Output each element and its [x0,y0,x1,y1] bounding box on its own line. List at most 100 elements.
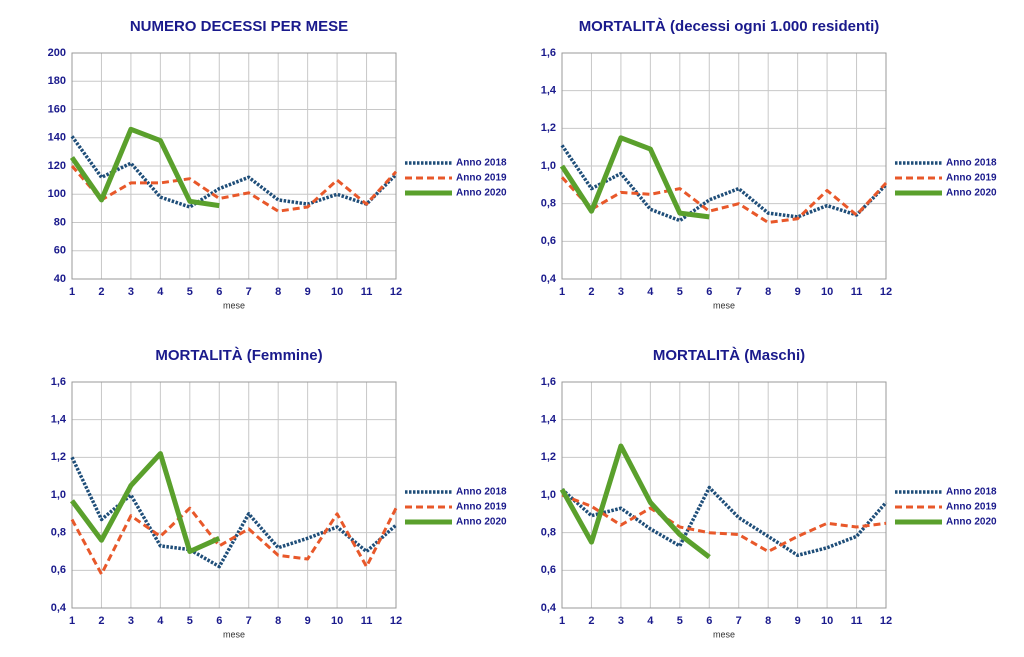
y-tick-label: 80 [54,216,66,228]
x-tick-label: 8 [275,615,281,627]
x-tick-label: 12 [880,286,892,298]
series-line [70,135,398,209]
y-tick-label: 1,2 [541,451,556,463]
series-line [70,165,398,213]
y-tick-label: 1,0 [541,160,556,172]
y-tick-label: 0,6 [51,564,66,576]
x-tick-label: 11 [851,286,863,298]
legend-label: Anno 2019 [456,173,507,184]
y-tick-label: 1,6 [541,47,556,59]
y-tick-label: 140 [48,132,66,144]
y-tick-label: 0,8 [541,527,556,539]
y-tick-label: 0,4 [541,273,557,285]
legend-label: Anno 2019 [946,173,997,184]
y-tick-label: 1,0 [541,489,556,501]
x-tick-label: 10 [331,615,343,627]
legend-label: Anno 2020 [456,188,507,199]
x-axis-label: mese [223,629,245,639]
x-tick-label: 2 [588,615,594,627]
x-tick-label: 7 [246,286,252,298]
x-tick-label: 2 [98,615,104,627]
x-tick-label: 3 [128,615,134,627]
x-tick-label: 3 [618,286,624,298]
x-tick-label: 6 [706,615,712,627]
x-tick-label: 3 [128,286,134,298]
x-axis-label: mese [223,300,245,310]
series-line [70,456,398,569]
x-tick-label: 10 [331,286,343,298]
x-tick-label: 2 [98,286,104,298]
chart-title: NUMERO DECESSI PER MESE [130,18,348,35]
x-tick-label: 5 [677,286,683,298]
y-tick-label: 0,8 [541,198,556,210]
x-tick-label: 7 [246,615,252,627]
plot-border [71,381,397,609]
x-tick-label: 5 [187,615,193,627]
x-tick-label: 3 [618,615,624,627]
y-tick-label: 1,0 [51,489,66,501]
series-line [560,485,888,558]
legend-label: Anno 2018 [456,158,507,169]
series-line [561,493,887,553]
y-tick-label: 0,8 [51,527,66,539]
x-tick-label: 4 [157,286,164,298]
y-tick-label: 0,6 [541,564,556,576]
x-tick-label: 1 [559,615,565,627]
y-tick-label: 1,4 [541,414,557,426]
x-tick-label: 12 [880,615,892,627]
x-tick-label: 11 [361,286,373,298]
series-line [70,506,398,576]
x-tick-label: 11 [361,615,373,627]
y-tick-label: 200 [48,47,66,59]
x-tick-label: 9 [795,615,801,627]
series-line [559,135,710,220]
legend-label: Anno 2019 [456,502,507,513]
x-tick-label: 12 [390,615,402,627]
x-tick-label: 9 [305,286,311,298]
y-tick-label: 120 [48,160,66,172]
y-tick-label: 1,2 [541,122,556,134]
x-tick-label: 5 [677,615,683,627]
y-tick-label: 60 [54,245,66,257]
series-line [69,451,221,554]
x-tick-label: 6 [216,615,222,627]
series-line [559,443,711,560]
x-tick-label: 10 [821,615,833,627]
x-tick-label: 12 [390,286,402,298]
chart-title: MORTALITÀ (Femmine) [155,347,322,364]
x-tick-label: 6 [216,286,222,298]
y-tick-label: 0,6 [541,235,556,247]
x-tick-label: 1 [69,286,75,298]
series-line [69,126,220,209]
legend-label: Anno 2018 [946,158,997,169]
y-tick-label: 0,4 [51,602,67,614]
y-tick-label: 160 [48,103,66,115]
x-tick-label: 11 [851,615,863,627]
x-tick-label: 8 [765,286,771,298]
x-tick-label: 4 [647,286,654,298]
x-tick-label: 8 [275,286,281,298]
y-tick-label: 40 [54,273,66,285]
legend-label: Anno 2018 [946,487,997,498]
legend-label: Anno 2020 [946,517,997,528]
x-tick-label: 4 [647,615,654,627]
x-tick-label: 1 [69,615,75,627]
x-axis-label: mese [713,300,735,310]
y-tick-label: 1,2 [51,451,66,463]
x-tick-label: 1 [559,286,565,298]
legend-label: Anno 2018 [456,487,507,498]
legend-label: Anno 2019 [946,502,997,513]
y-tick-label: 180 [48,75,66,87]
y-tick-label: 0,4 [541,602,557,614]
chart-title: MORTALITÀ (Maschi) [653,347,805,364]
chart-title: MORTALITÀ (decessi ogni 1.000 residenti) [579,18,880,35]
x-tick-label: 7 [736,615,742,627]
x-tick-label: 7 [736,286,742,298]
x-tick-label: 5 [187,286,193,298]
x-tick-label: 9 [305,615,311,627]
y-tick-label: 1,4 [541,85,557,97]
series-line [560,176,888,224]
x-axis-label: mese [713,629,735,639]
x-tick-label: 10 [821,286,833,298]
